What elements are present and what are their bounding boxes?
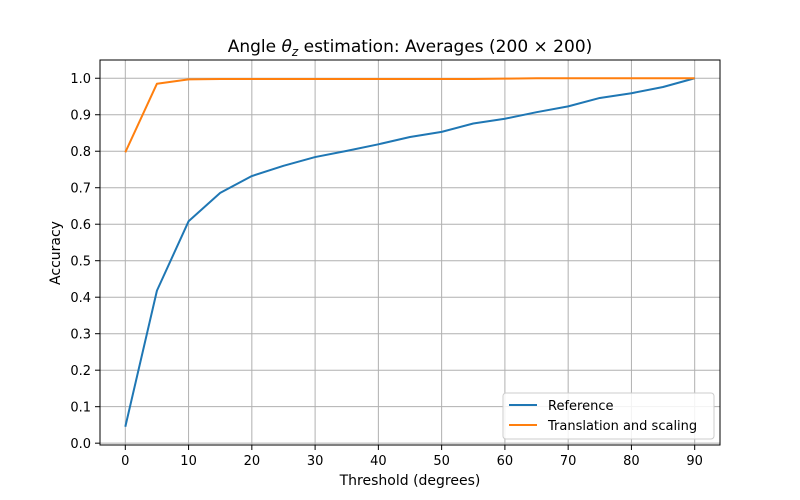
legend-label-translation-and-scaling: Translation and scaling — [547, 419, 697, 434]
series-layer — [124, 77, 695, 427]
series-line-translation-and-scaling — [124, 77, 695, 153]
y-tick-label: 0.3 — [70, 328, 91, 343]
x-tick-label: 40 — [370, 454, 387, 469]
y-tick-label: 0.9 — [70, 109, 91, 124]
x-tick-label: 90 — [686, 454, 703, 469]
x-tick-label: 0 — [121, 454, 129, 469]
x-tick-label: 70 — [560, 454, 577, 469]
legend: Reference Translation and scaling — [502, 392, 715, 440]
y-axis-label: Accuracy — [48, 221, 64, 285]
grid — [100, 60, 720, 445]
x-axis: 0 10 20 30 40 50 60 70 80 90 — [121, 445, 703, 469]
y-tick-label: 0.0 — [70, 437, 91, 452]
legend-label-reference: Reference — [548, 399, 613, 414]
y-tick-label: 0.7 — [70, 182, 91, 197]
x-tick-label: 80 — [623, 454, 640, 469]
y-tick-label: 0.5 — [70, 255, 91, 270]
series-line-reference — [124, 77, 695, 427]
y-tick-label: 0.4 — [70, 291, 91, 306]
y-tick-label: 0.8 — [70, 145, 91, 160]
y-tick-label: 0.1 — [70, 401, 91, 416]
x-tick-label: 50 — [433, 454, 450, 469]
x-axis-label: Threshold (degrees) — [339, 473, 481, 489]
plot-area-frame — [99, 59, 721, 446]
y-tick-label: 0.2 — [70, 364, 91, 379]
legend-box — [502, 392, 715, 440]
y-tick-label: 1.0 — [70, 72, 91, 87]
chart-title: Angle θz estimation: Averages (200 × 200… — [228, 37, 593, 59]
y-tick-label: 0.6 — [70, 218, 91, 233]
y-axis: 0.0 0.1 0.2 0.3 0.4 0.5 0.6 0.7 0.8 0.9 1.0 — [70, 72, 100, 452]
x-tick-label: 60 — [497, 454, 514, 469]
x-tick-label: 20 — [244, 454, 261, 469]
x-tick-label: 30 — [307, 454, 324, 469]
x-tick-label: 10 — [180, 454, 197, 469]
